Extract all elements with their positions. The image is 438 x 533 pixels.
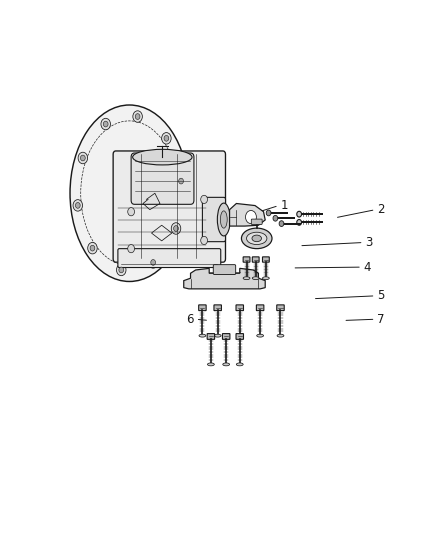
FancyBboxPatch shape [236,334,244,340]
Circle shape [101,118,110,130]
Ellipse shape [217,203,230,236]
Text: 4: 4 [364,261,371,273]
Ellipse shape [208,363,214,366]
Ellipse shape [252,235,261,241]
Ellipse shape [237,334,243,337]
FancyBboxPatch shape [252,257,259,262]
Circle shape [73,200,82,211]
FancyBboxPatch shape [213,265,236,274]
FancyBboxPatch shape [113,151,226,262]
Circle shape [128,207,134,216]
Circle shape [297,211,301,217]
Ellipse shape [243,277,250,280]
Ellipse shape [241,228,272,248]
Ellipse shape [133,149,192,165]
Ellipse shape [262,277,269,280]
Text: 3: 3 [365,236,373,249]
Circle shape [151,260,155,265]
Circle shape [103,121,108,127]
Circle shape [119,267,124,273]
Text: 1: 1 [280,199,288,212]
FancyBboxPatch shape [256,305,264,311]
Circle shape [246,211,256,224]
FancyBboxPatch shape [243,257,250,262]
Text: 6: 6 [187,313,194,326]
Circle shape [162,133,171,144]
Text: 7: 7 [377,313,385,326]
Circle shape [279,221,284,227]
Polygon shape [184,268,265,289]
Circle shape [273,215,278,221]
FancyBboxPatch shape [202,197,226,241]
Ellipse shape [277,334,284,337]
Circle shape [177,175,186,187]
Circle shape [88,243,97,254]
Text: 2: 2 [377,203,385,216]
Circle shape [78,152,88,164]
Circle shape [171,223,181,234]
Ellipse shape [220,211,227,228]
Ellipse shape [257,334,264,337]
Circle shape [75,203,80,208]
FancyBboxPatch shape [277,305,284,311]
Circle shape [90,245,95,251]
FancyBboxPatch shape [214,305,222,311]
FancyBboxPatch shape [131,153,194,204]
Text: 5: 5 [377,289,385,302]
Circle shape [173,225,178,231]
Circle shape [266,210,271,216]
Circle shape [128,245,134,253]
Ellipse shape [247,232,267,245]
Circle shape [135,114,140,119]
Circle shape [133,111,142,122]
Circle shape [201,236,208,245]
Polygon shape [230,204,265,226]
Ellipse shape [223,363,230,366]
Ellipse shape [237,363,243,366]
FancyBboxPatch shape [223,334,230,340]
FancyBboxPatch shape [236,305,244,311]
Ellipse shape [214,334,221,337]
Circle shape [201,195,208,204]
FancyBboxPatch shape [199,305,206,311]
FancyBboxPatch shape [118,248,221,268]
FancyBboxPatch shape [207,334,215,340]
Ellipse shape [252,277,259,280]
Circle shape [117,264,126,276]
Circle shape [297,220,301,225]
FancyBboxPatch shape [262,257,269,262]
Ellipse shape [199,334,206,337]
Circle shape [148,257,158,268]
Circle shape [179,178,184,184]
FancyBboxPatch shape [251,219,262,224]
Circle shape [164,135,169,141]
Ellipse shape [70,105,189,281]
Circle shape [81,155,85,161]
